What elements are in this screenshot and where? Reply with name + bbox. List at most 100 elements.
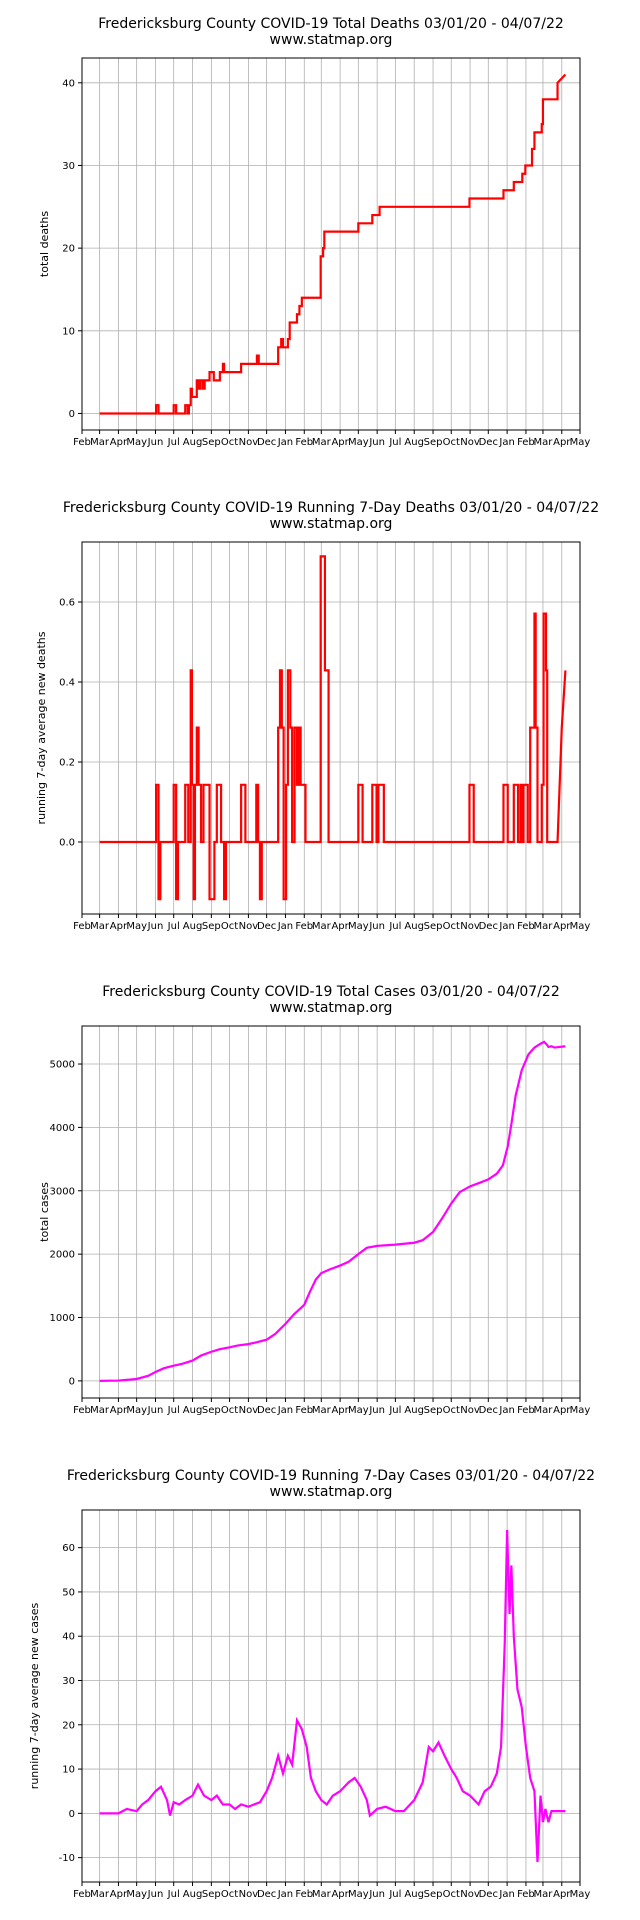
x-tick-label: Nov <box>460 1889 480 1900</box>
plot-frame <box>81 1509 581 1883</box>
x-tick-label: Dec <box>479 921 498 932</box>
x-tick-label: Sep <box>202 1889 221 1900</box>
plot-frame <box>81 541 581 915</box>
x-tick-label: Aug <box>183 1889 203 1900</box>
x-tick-label: Dec <box>257 1889 276 1900</box>
x-tick-label: Oct <box>221 1889 238 1900</box>
x-tick-label: May <box>348 1889 369 1900</box>
x-tick-label: Mar <box>534 437 554 448</box>
x-tick-label: Dec <box>257 1405 276 1416</box>
x-tick-label: Jan <box>498 921 514 932</box>
x-tick-label: Feb <box>295 1405 313 1416</box>
x-tick-label: Feb <box>73 921 91 932</box>
x-tick-label: Jan <box>498 1889 514 1900</box>
y-tick-label: 0.4 <box>59 678 75 689</box>
x-tick-label: Apr <box>331 921 349 932</box>
x-tick-label: Aug <box>183 921 203 932</box>
x-tick-label: Sep <box>202 1405 221 1416</box>
x-tick-label: Nov <box>239 437 259 448</box>
y-tick-label: 0 <box>69 1376 75 1387</box>
x-tick-label: Jul <box>388 1405 401 1416</box>
x-tick-label: Feb <box>517 921 535 932</box>
x-tick-label: Mar <box>312 1889 332 1900</box>
x-tick-label: Oct <box>221 921 238 932</box>
x-tick-label: Sep <box>424 1889 443 1900</box>
series-line <box>99 555 567 901</box>
y-axis-label: running 7-day average new deaths <box>35 631 48 824</box>
x-tick-label: Mar <box>312 921 332 932</box>
x-tick-label: Dec <box>257 437 276 448</box>
x-tick-label: Apr <box>553 437 571 448</box>
x-tick-label: Nov <box>460 437 480 448</box>
x-tick-label: May <box>126 1405 147 1416</box>
x-tick-label: Dec <box>479 1889 498 1900</box>
chart-subtitle: www.statmap.org <box>270 516 393 532</box>
y-tick-label: 60 <box>62 1543 75 1554</box>
y-axis-label: running 7-day average new cases <box>28 1603 41 1790</box>
x-tick-label: May <box>126 921 147 932</box>
x-tick-label: Apr <box>553 921 571 932</box>
y-tick-label: 20 <box>62 1720 75 1731</box>
y-tick-label: 4000 <box>50 1123 75 1134</box>
x-tick-label: Jul <box>388 437 401 448</box>
x-tick-label: Apr <box>110 1889 128 1900</box>
x-tick-label: Apr <box>553 1889 571 1900</box>
x-tick-label: Jul <box>167 921 180 932</box>
x-tick-label: Feb <box>295 1889 313 1900</box>
x-tick-label: Feb <box>295 921 313 932</box>
x-tick-label: May <box>570 1889 591 1900</box>
x-tick-label: May <box>348 921 369 932</box>
x-tick-label: Oct <box>221 1405 238 1416</box>
x-tick-label: Feb <box>295 437 313 448</box>
x-tick-label: Mar <box>312 1405 332 1416</box>
x-tick-label: Jun <box>368 437 385 448</box>
y-tick-label: 10 <box>62 1765 75 1776</box>
x-tick-label: Aug <box>183 1405 203 1416</box>
plot-frame <box>81 1025 581 1399</box>
y-tick-label: 0 <box>69 1809 75 1820</box>
x-tick-label: May <box>570 921 591 932</box>
x-tick-label: Nov <box>460 1405 480 1416</box>
y-tick-label: 30 <box>62 1676 75 1687</box>
chart-panel-3: Fredericksburg County COVID-19 Total Cas… <box>38 984 590 1416</box>
chart-panel-2: Fredericksburg County COVID-19 Running 7… <box>35 500 599 932</box>
x-tick-label: Aug <box>404 921 424 932</box>
y-axis-label: total cases <box>38 1182 51 1242</box>
x-tick-label: May <box>348 437 369 448</box>
chart-panel-4: Fredericksburg County COVID-19 Running 7… <box>28 1468 595 1900</box>
x-tick-label: Oct <box>443 1889 460 1900</box>
x-tick-label: Feb <box>517 437 535 448</box>
x-tick-label: Apr <box>110 437 128 448</box>
chart-subtitle: www.statmap.org <box>270 32 393 48</box>
x-tick-label: Apr <box>110 921 128 932</box>
x-tick-label: May <box>570 437 591 448</box>
x-tick-label: Aug <box>404 437 424 448</box>
x-tick-label: Mar <box>534 1889 554 1900</box>
x-tick-label: Mar <box>534 921 554 932</box>
chart-title: Fredericksburg County COVID-19 Total Cas… <box>102 984 559 1000</box>
x-tick-label: Jul <box>388 921 401 932</box>
x-tick-label: Jun <box>147 1889 164 1900</box>
x-tick-label: Feb <box>73 437 91 448</box>
x-tick-label: Feb <box>517 1405 535 1416</box>
series-line <box>99 1529 566 1863</box>
x-tick-label: Mar <box>90 1405 110 1416</box>
x-tick-label: May <box>348 1405 369 1416</box>
x-tick-label: Dec <box>479 1405 498 1416</box>
x-tick-label: Jan <box>277 921 293 932</box>
y-tick-label: 0.0 <box>59 838 75 849</box>
x-tick-label: Oct <box>443 1405 460 1416</box>
x-tick-label: May <box>570 1405 591 1416</box>
x-tick-label: Jun <box>147 437 164 448</box>
x-tick-label: Jun <box>368 1405 385 1416</box>
x-tick-label: Feb <box>517 1889 535 1900</box>
x-tick-label: Jan <box>277 1405 293 1416</box>
x-tick-label: Jan <box>277 437 293 448</box>
x-tick-label: Apr <box>110 1405 128 1416</box>
x-tick-label: Nov <box>239 1405 259 1416</box>
y-tick-label: 40 <box>62 78 75 89</box>
x-tick-label: Feb <box>73 1889 91 1900</box>
y-tick-label: 40 <box>62 1632 75 1643</box>
x-tick-label: Feb <box>73 1405 91 1416</box>
